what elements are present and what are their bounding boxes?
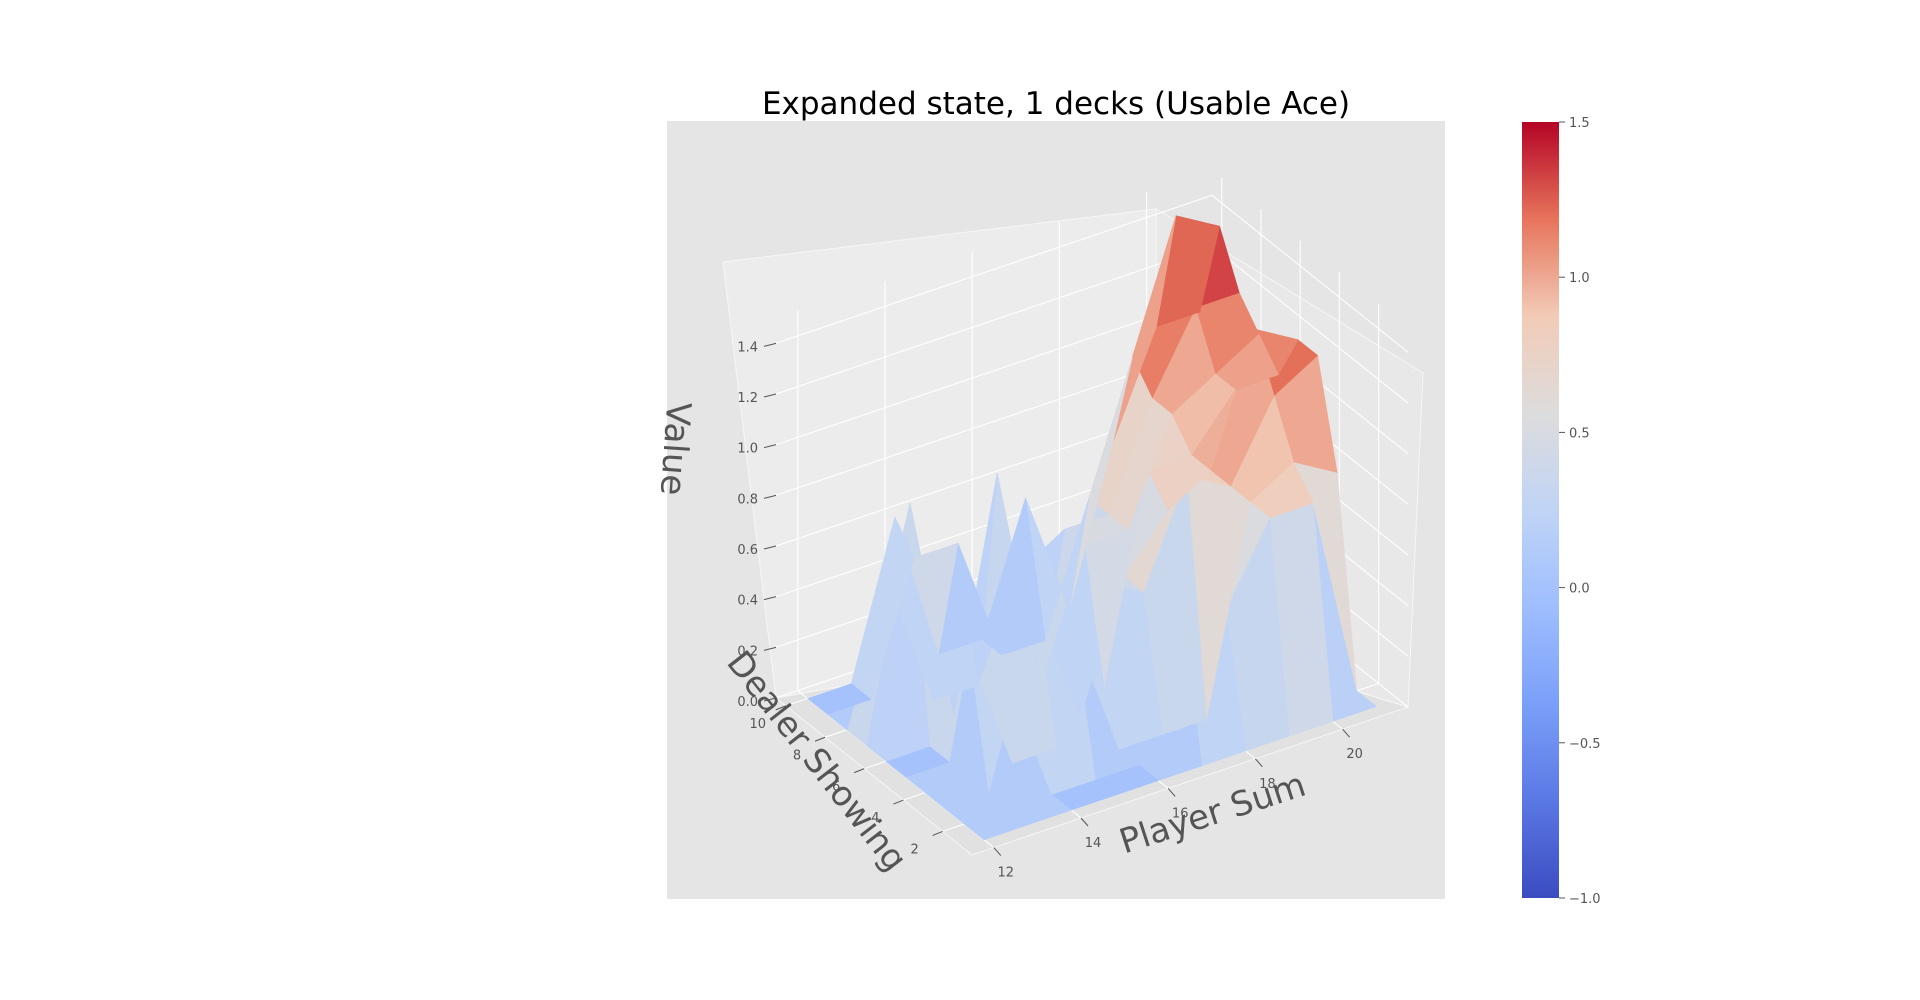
z-tick-label: 1.2 [737, 391, 758, 406]
colorbar-ticks: −1.0 −0.5 0.0 0.5 1.0 1.5 [1559, 116, 1601, 907]
z-tick-mark [763, 646, 777, 651]
surface-cell [807, 683, 872, 715]
colorbar-tick-label: 0.5 [1569, 426, 1590, 441]
y-tick-label: 6 [832, 780, 840, 795]
x-tick-mark [1255, 758, 1263, 768]
z-tick-mark [763, 697, 777, 702]
z-axis-label: Value [652, 401, 698, 497]
colorbar-gradient [1522, 122, 1559, 898]
z-tick-mark [763, 342, 777, 347]
z-tick-mark [763, 545, 777, 550]
axis-ticks: 12 14 16 18 20 2 4 6 8 10 0.0 0.2 0.4 0.6 0.8 1.0 1.2 1.4 [737, 340, 1363, 880]
grid-line [775, 194, 1409, 353]
x-tick-mark [1167, 788, 1176, 797]
z-tick-label: 0.4 [737, 594, 758, 609]
z-tick-label: 0.2 [737, 644, 758, 659]
x-tick-mark [1342, 728, 1350, 738]
y-tick-label: 4 [871, 811, 879, 826]
x-tick-label: 12 [998, 866, 1015, 881]
x-tick-label: 18 [1259, 777, 1276, 792]
z-tick-label: 1.0 [737, 442, 758, 457]
y-tick-label: 2 [910, 842, 918, 857]
z-tick-mark [763, 494, 777, 499]
y-tick-mark [854, 768, 865, 774]
colorbar: −1.0 −0.5 0.0 0.5 1.0 1.5 [1522, 116, 1601, 907]
x-tick-label: 20 [1346, 747, 1363, 762]
y-tick-mark [893, 799, 904, 805]
z-tick-label: 0.0 [737, 695, 758, 710]
colorbar-tick-label: 1.0 [1569, 271, 1590, 286]
z-tick-mark [763, 444, 777, 449]
y-tick-label: 8 [793, 748, 801, 763]
y-tick-label: 10 [750, 717, 767, 732]
colorbar-tick-label: −0.5 [1569, 737, 1601, 752]
z-tick-mark [763, 393, 777, 398]
colorbar-tick-label: −1.0 [1569, 892, 1601, 907]
z-tick-label: 0.6 [737, 543, 758, 558]
z-tick-label: 0.8 [737, 492, 758, 507]
z-tick-label: 1.4 [737, 340, 758, 355]
x-tick-label: 14 [1085, 836, 1102, 851]
colorbar-tick-label: 0.0 [1569, 582, 1590, 597]
colorbar-tick-label: 1.5 [1569, 116, 1590, 131]
x-tick-mark [993, 847, 1002, 856]
y-tick-mark [814, 736, 826, 742]
value-surface [807, 215, 1377, 841]
y-tick-mark [932, 830, 943, 836]
chart-title: Expanded state, 1 decks (Usable Ace) [762, 86, 1350, 122]
x-tick-label: 16 [1172, 806, 1189, 821]
y-tick-mark [775, 705, 786, 711]
x-tick-mark [1080, 817, 1089, 827]
z-tick-mark [763, 596, 777, 601]
